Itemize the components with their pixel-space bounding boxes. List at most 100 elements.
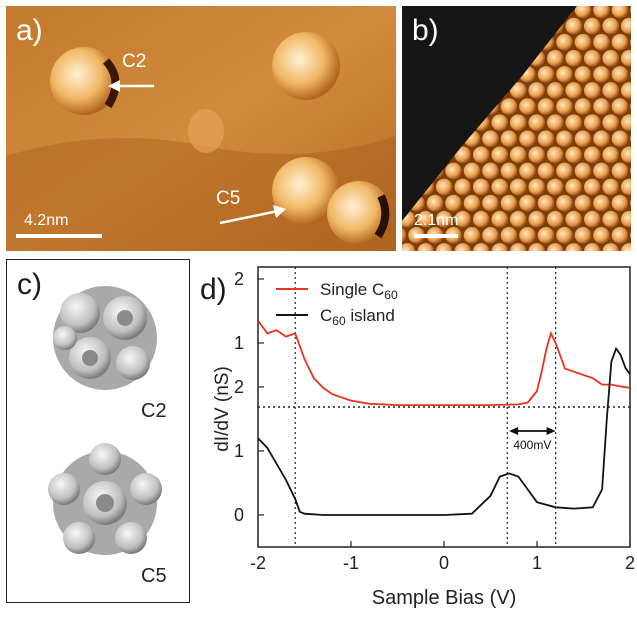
island-molecule [565,210,583,228]
island-molecule [509,178,527,196]
island-molecule [620,210,631,228]
island-molecule [519,194,536,212]
island-molecule [574,33,592,51]
island-molecule [602,146,620,164]
island-molecule [402,243,416,251]
island-molecule [519,130,536,148]
x-tick-label: -1 [343,553,359,573]
island-molecule [574,162,592,180]
island-molecule [602,49,620,67]
island-molecule [537,66,555,83]
island-molecule [574,194,592,212]
island-molecule [491,114,509,131]
island-molecule [565,114,583,131]
island-molecule [602,82,620,99]
legend-label-island: C60 island [320,306,395,328]
arrow-c5 [219,205,286,225]
island-molecule [611,66,629,83]
panel-c-label: c) [17,268,42,301]
island-molecule [565,178,583,196]
island-molecule [602,17,620,35]
island-molecule [500,194,518,212]
island-molecule [454,178,472,196]
island-molecule [509,243,527,251]
molecule-c5 [272,157,340,225]
island-molecule [611,33,629,51]
panel-d-chart: d) -2 -1 0 1 2 1 2 0 1 2 400mV Single C60 C60 isla… [196,259,637,612]
island-molecule [620,114,631,131]
scale-label-a: 4.2nm [24,212,69,229]
island-molecule [472,178,490,196]
island-molecule [593,98,610,115]
island-molecule [491,210,509,228]
y-tick-label-upper: 2 [234,269,244,289]
island-molecule [620,146,631,164]
x-tick-label: 0 [439,553,449,573]
island-molecule [519,98,536,115]
x-tick-label: 1 [532,553,542,573]
island-molecule [472,146,490,164]
island-molecule [435,178,453,196]
island-molecule [611,130,629,148]
island-molecule [528,146,546,164]
island-molecule [611,162,629,180]
island-molecule [509,114,527,131]
island-molecule [583,114,601,131]
island-molecule [593,227,610,244]
panel-a-label: a) [16,14,43,47]
island-molecule [556,98,573,115]
y-tick-label-upper: 1 [234,333,244,353]
island-molecule [593,33,610,51]
island-molecule [565,17,583,35]
panel-c-models: c) C2 C5 [6,259,190,603]
island-molecule [620,49,631,67]
island-molecule [537,98,555,115]
island-molecule [482,194,499,212]
island-molecule [611,227,629,244]
island-molecule [602,210,620,228]
molecule-c2 [50,47,118,115]
island-molecule [546,114,564,131]
island-molecule [482,227,499,244]
island-molecule [574,6,592,19]
island-molecule [402,227,407,244]
y-tick-label-lower: 2 [234,377,244,397]
scale-bar-b [414,234,458,238]
legend-label-single: Single C60 [320,280,398,302]
x-axis-label: Sample Bias (V) [372,587,517,609]
c60-model-c2 [53,286,157,390]
island-molecule [519,162,536,180]
island-molecule [528,114,546,131]
island-molecule [454,146,472,164]
island-molecule [583,49,601,67]
island-molecule [435,210,453,228]
panel-b-stm-image: b) 2.1nm [402,6,631,251]
island-molecule [574,130,592,148]
island-molecule [583,178,601,196]
island-molecule [556,66,573,83]
island-molecule [472,243,490,251]
model-label-c2: C2 [141,400,167,422]
stm-image-b [402,6,631,251]
island-molecule [593,66,610,83]
island-molecule [426,194,444,212]
island-molecule [602,243,620,251]
series-single-c60 [257,320,631,406]
arrow-head-left [509,427,519,435]
island-molecule [454,210,472,228]
island-molecule [620,82,631,99]
island-molecule [583,17,601,35]
island-molecule [417,243,435,251]
island-molecule [556,130,573,148]
island-molecule [537,130,555,148]
island-molecule [509,146,527,164]
island-molecule [528,243,546,251]
island-molecule [491,243,509,251]
island-molecule [602,114,620,131]
island-molecule [583,243,601,251]
annotation-400mv: 400mV [513,438,551,452]
molecule-top [272,32,340,100]
island-molecule [500,130,518,148]
y-tick-label-lower: 1 [234,441,244,461]
island-molecule [602,178,620,196]
